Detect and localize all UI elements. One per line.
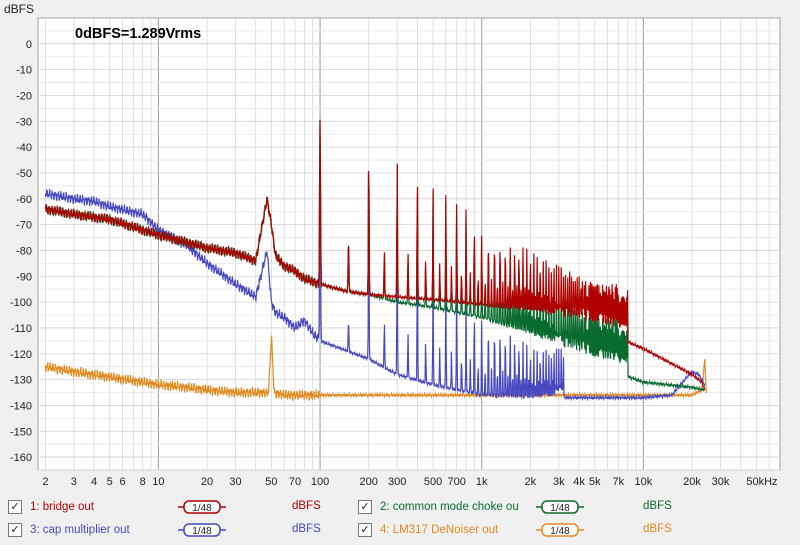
y-tick-label: -60 <box>16 194 32 206</box>
y-tick-label: -160 <box>10 452 32 464</box>
y-tick-label: -90 <box>16 271 32 283</box>
x-tick-label: 300 <box>388 476 406 488</box>
series-2-checkbox[interactable]: ✓ <box>358 500 372 514</box>
chart-annotation: 0dBFS=1.289Vrms <box>75 26 201 42</box>
series-2-smoothing: 1/48 <box>550 503 570 514</box>
y-tick-label: -70 <box>16 220 32 232</box>
series-4-label: 4: LM317 DeNoiser out <box>380 524 499 536</box>
x-tick-labels: 2 3 4 5 6 8 10 20 30 50 70 100 200 300 500 700 1k 2k 3k 4k 5… <box>42 476 777 488</box>
y-tick-label: -150 <box>10 426 32 438</box>
legend-series-4[interactable]: ✓ 4: LM317 DeNoiser out <box>358 519 498 541</box>
series-line-4 <box>44 335 707 402</box>
x-tick-label: 4k <box>573 476 585 488</box>
y-tick-label: -40 <box>16 142 32 154</box>
x-tick-label: 30k <box>712 476 730 488</box>
legend-row-2: ✓ 3: cap multiplier out 1/48 dBFS ✓ 4: L… <box>0 519 800 541</box>
y-tick-label: -80 <box>16 245 32 257</box>
series-1-unit: dBFS <box>292 500 321 512</box>
y-tick-label: -10 <box>16 65 32 77</box>
x-tick-label: 10k <box>635 476 653 488</box>
series-2-unit: dBFS <box>643 500 672 512</box>
x-tick-label: 30 <box>229 476 241 488</box>
x-tick-label: 500 <box>424 476 442 488</box>
y-tick-label: -120 <box>10 349 32 361</box>
x-tick-label: 2 <box>42 476 48 488</box>
series-2-swatch-button[interactable]: 1/48 <box>536 500 584 514</box>
x-tick-label: 20k <box>683 476 701 488</box>
series-3-label: 3: cap multiplier out <box>30 524 130 536</box>
series-3-smoothing: 1/48 <box>192 526 212 537</box>
y-tick-label: -20 <box>16 90 32 102</box>
x-tick-label: 5 <box>107 476 113 488</box>
series-3-checkbox[interactable]: ✓ <box>8 523 22 537</box>
x-tick-label: 70 <box>289 476 301 488</box>
legend-series-2[interactable]: ✓ 2: common mode choke ou <box>358 496 519 518</box>
series-4-smoothing: 1/48 <box>550 526 570 537</box>
series-3-swatch-button[interactable]: 1/48 <box>178 523 226 537</box>
series-line-3 <box>44 173 706 402</box>
y-tick-label: -100 <box>10 297 32 309</box>
y-tick-labels: 0 -10 -20 -30 -40 -50 -60 -70 -80 -90 -100 -110 -120… <box>10 39 32 464</box>
legend-series-1[interactable]: ✓ 1: bridge out <box>8 496 94 518</box>
spectrum-chart: 0 -10 -20 -30 -40 -50 -60 -70 -80 -90 -100 -110 -120… <box>4 2 781 488</box>
y-tick-label: -30 <box>16 116 32 128</box>
series-1-label: 1: bridge out <box>30 501 94 513</box>
x-tick-label: 700 <box>447 476 465 488</box>
y-tick-label: -110 <box>11 323 32 335</box>
plot-area-background <box>37 17 781 471</box>
x-tick-label: 6 <box>119 476 125 488</box>
x-tick-label: 5k <box>589 476 601 488</box>
y-tick-label: -130 <box>10 375 32 387</box>
x-tick-label: 10 <box>152 476 164 488</box>
x-tick-label: 1k <box>476 476 488 488</box>
series-1-checkbox[interactable]: ✓ <box>8 500 22 514</box>
y-tick-label: -140 <box>10 400 32 412</box>
y-tick-label: -50 <box>16 168 32 180</box>
y-axis-label: dBFS <box>4 2 34 16</box>
x-tick-label: 7k <box>613 476 625 488</box>
series-layer <box>44 119 707 402</box>
series-3-unit: dBFS <box>292 523 321 535</box>
series-4-checkbox[interactable]: ✓ <box>358 523 372 537</box>
series-4-unit: dBFS <box>643 523 672 535</box>
series-1-swatch-button[interactable]: 1/48 <box>178 500 226 514</box>
x-tick-label: 2k <box>525 476 537 488</box>
x-tick-label: 20 <box>201 476 213 488</box>
series-4-swatch-button[interactable]: 1/48 <box>536 523 584 537</box>
x-tick-label: 100 <box>311 476 329 488</box>
x-tick-label: 50kHz <box>746 476 777 488</box>
series-2-label: 2: common mode choke ou <box>380 501 519 513</box>
series-line-1 <box>44 119 706 390</box>
x-tick-label: 50 <box>265 476 277 488</box>
y-tick-label: 0 <box>26 39 32 51</box>
x-tick-label: 3 <box>71 476 77 488</box>
series-1-smoothing: 1/48 <box>192 503 212 514</box>
x-tick-label: 4 <box>91 476 97 488</box>
x-tick-label: 200 <box>360 476 378 488</box>
x-tick-label: 3k <box>553 476 565 488</box>
legend-series-3[interactable]: ✓ 3: cap multiplier out <box>8 519 130 541</box>
legend-row-1: ✓ 1: bridge out 1/48 dBFS ✓ 2: common mo… <box>0 496 800 518</box>
x-tick-label: 8 <box>140 476 146 488</box>
